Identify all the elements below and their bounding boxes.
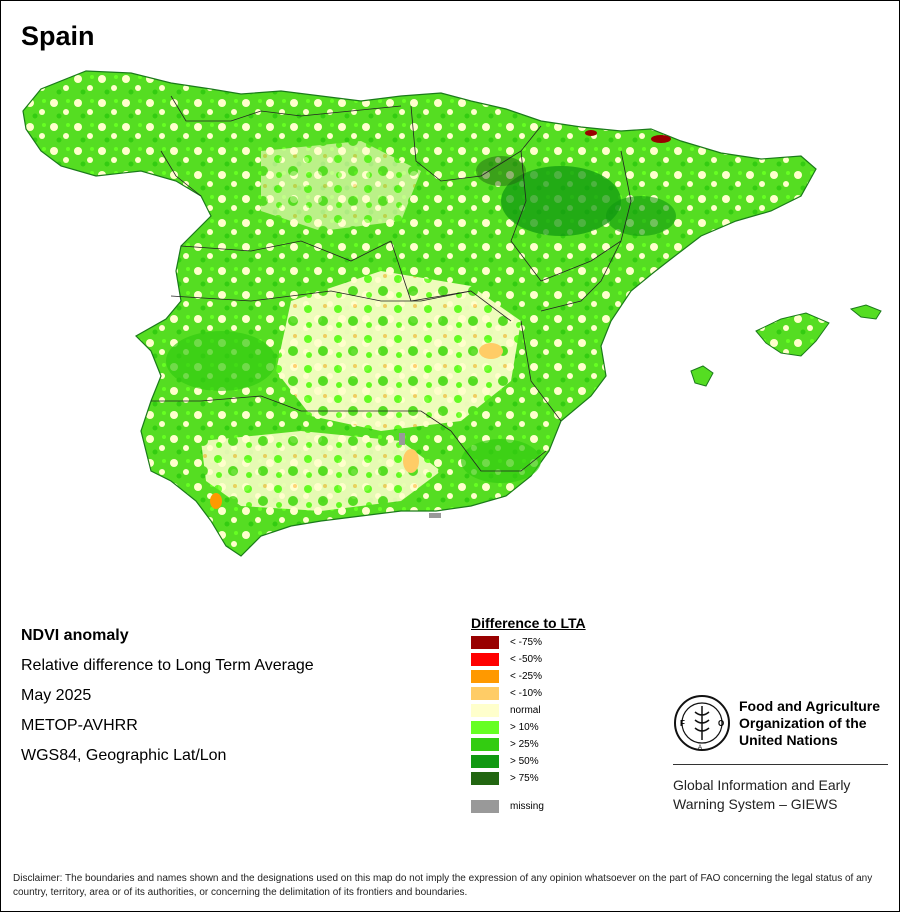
legend-swatch (471, 704, 499, 717)
legend-item: > 25% (471, 737, 631, 754)
dark-green-patch-1 (501, 166, 621, 236)
legend-swatch-missing (471, 800, 499, 813)
svg-text:O: O (718, 719, 724, 728)
legend-label: normal (510, 705, 541, 716)
legend-item: < -10% (471, 686, 631, 703)
legend-swatch (471, 687, 499, 700)
legend-item: < -75% (471, 635, 631, 652)
orange-spot-1 (479, 343, 503, 359)
legend-item: < -25% (471, 669, 631, 686)
legend-label: < -50% (510, 654, 542, 665)
red-spot-pyrenees (651, 135, 671, 143)
legend-item: < -50% (471, 652, 631, 669)
fao-divider (673, 764, 888, 765)
legend-swatch (471, 670, 499, 683)
north-normal-area (261, 141, 421, 231)
map-info: NDVI anomaly Relative difference to Long… (21, 621, 314, 771)
orange-spot-2 (403, 449, 419, 473)
legend-item: > 50% (471, 754, 631, 771)
legend-swatch (471, 721, 499, 734)
legend-label: > 50% (510, 756, 539, 767)
interior-normal-area (276, 271, 521, 431)
giews-line-1: Global Information and Early (673, 777, 851, 793)
map-title: Spain (21, 21, 95, 51)
giews-line-2: Warning System – GIEWS (673, 796, 838, 812)
dark-green-patch-3 (476, 156, 526, 186)
fao-organization-name: Food and Agriculture Organization of the… (739, 698, 880, 749)
green-patch-south (461, 439, 541, 483)
missing-spot-2 (429, 513, 441, 518)
legend-item: > 75% (471, 771, 631, 788)
legend-swatch (471, 738, 499, 751)
legend-swatch (471, 636, 499, 649)
menorca (849, 304, 882, 320)
info-projection: WGS84, Geographic Lat/Lon (21, 747, 227, 764)
svg-text:A: A (698, 745, 702, 751)
fao-name-line-3: United Nations (739, 732, 838, 748)
legend-swatch (471, 772, 499, 785)
admin-boundaries (151, 95, 632, 472)
legend-label: > 10% (510, 722, 539, 733)
mallorca (755, 312, 830, 357)
ibiza (690, 365, 714, 387)
legend: Difference to LTA < -75% < -50% < -25% < -1… (471, 615, 631, 816)
info-date: May 2025 (21, 687, 92, 704)
legend-item: > 10% (471, 720, 631, 737)
missing-spot (399, 433, 405, 445)
green-patch-west (166, 331, 276, 391)
legend-label: < -25% (510, 671, 542, 682)
dark-green-patch-2 (606, 196, 676, 236)
legend-swatch (471, 755, 499, 768)
fao-name-line-1: Food and Agriculture (739, 698, 881, 714)
ndvi-map (22, 70, 882, 557)
legend-item-missing: missing (471, 799, 631, 816)
legend-swatch (471, 653, 499, 666)
legend-label: > 75% (510, 773, 539, 784)
fao-block: F O A Food and Agriculture Organization … (673, 694, 893, 824)
info-description: Relative difference to Long Term Average (21, 657, 314, 674)
info-sensor: METOP-AVHRR (21, 717, 138, 734)
svg-text:F: F (680, 719, 685, 728)
legend-label: < -75% (510, 637, 542, 648)
legend-label: > 25% (510, 739, 539, 750)
legend-label-missing: missing (510, 801, 544, 812)
fao-name-line-2: Organization of the (739, 715, 867, 731)
legend-item: normal (471, 703, 631, 720)
info-product: NDVI anomaly (21, 627, 129, 644)
fao-logo-icon: F O A (674, 695, 730, 751)
legend-title: Difference to LTA (471, 615, 586, 631)
south-normal-area (201, 431, 441, 511)
giews-label: Global Information and Early Warning Sys… (673, 776, 850, 814)
red-spot-north (585, 130, 597, 136)
orange-spot-3 (210, 493, 222, 509)
legend-label: < -10% (510, 688, 542, 699)
disclaimer: Disclaimer: The boundaries and names sho… (13, 873, 873, 898)
